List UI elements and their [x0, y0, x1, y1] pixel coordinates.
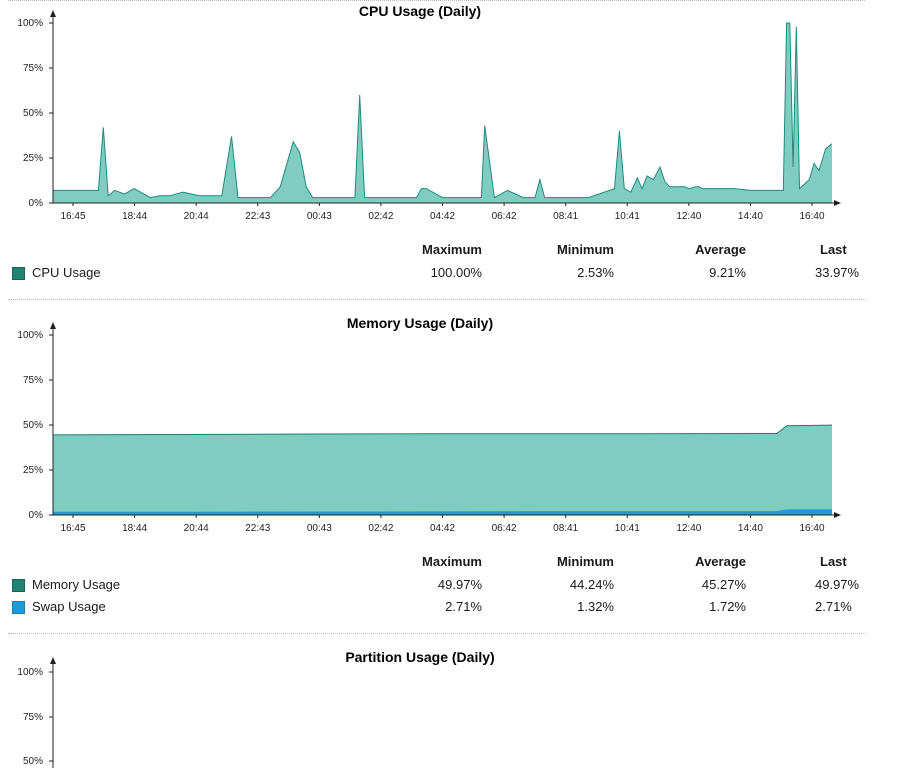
swap-last: 2.71% — [815, 599, 852, 614]
mem-xtick-label-1: 18:44 — [122, 523, 147, 534]
cpu-ytick-75: 75% — [23, 63, 43, 74]
mem-ytick-0: 0% — [29, 510, 44, 521]
cpu-maximum: 100.00% — [430, 265, 482, 280]
mem-xtick-label-6: 04:42 — [430, 523, 455, 534]
header-last: Last — [820, 554, 847, 569]
section-divider — [8, 299, 866, 300]
mem-xtick-label-2: 20:44 — [184, 523, 209, 534]
cpu-xtick-label-1: 18:44 — [122, 211, 147, 222]
cpu-xtick-label-7: 06:42 — [492, 211, 517, 222]
mem-ytick-50: 50% — [23, 420, 43, 431]
swap-maximum: 2.71% — [445, 599, 482, 614]
swap-minimum: 1.32% — [577, 599, 614, 614]
cpu-ytick-50: 50% — [23, 108, 43, 119]
mem-series-0-line — [52, 424, 833, 436]
memory-stats-header: Maximum Minimum Average Last — [0, 554, 900, 572]
mem-series-1-line — [53, 509, 832, 514]
mem-ytick-75: 75% — [23, 375, 43, 386]
mem-y-arrow — [50, 322, 56, 329]
swap-usage-swatch — [12, 601, 25, 614]
mem-xtick-label-7: 06:42 — [492, 523, 517, 534]
mem-xtick-label-12: 16:40 — [799, 523, 824, 534]
cpu-x-ticks: 16:45 18:44 20:44 22:43 00:43 02:42 04:42 06:42… — [60, 203, 825, 222]
part-ytick-75: 75% — [23, 712, 43, 723]
cpu-minimum: 2.53% — [577, 265, 614, 280]
cpu-x-arrow — [834, 200, 841, 206]
partition-chart-title: Partition Usage (Daily) — [345, 649, 494, 665]
memory-usage-row: Memory Usage 49.97% 44.24% 45.27% 49.97% — [0, 577, 900, 595]
section-divider — [8, 633, 866, 634]
header-maximum: Maximum — [422, 242, 482, 257]
cpu-xtick-label-6: 04:42 — [430, 211, 455, 222]
cpu-ytick-0: 0% — [29, 198, 44, 209]
mem-xtick-label-0: 16:45 — [60, 523, 85, 534]
mem-x-arrow — [834, 512, 841, 518]
header-maximum: Maximum — [422, 554, 482, 569]
part-ytick-100: 100% — [17, 667, 43, 678]
header-average: Average — [695, 242, 746, 257]
memory-maximum: 49.97% — [437, 577, 482, 592]
mem-xtick-label-3: 22:43 — [245, 523, 270, 534]
memory-y-ticks: 0% 25% 50% 75% 100% — [17, 330, 43, 521]
header-minimum: Minimum — [556, 242, 614, 257]
cpu-ytick-100: 100% — [17, 18, 43, 29]
header-last: Last — [820, 242, 847, 257]
mem-xtick-label-11: 14:40 — [738, 523, 763, 534]
swap-usage-row: Swap Usage 2.71% 1.32% 1.72% 2.71% — [0, 599, 900, 617]
cpu-xtick-label-10: 12:40 — [676, 211, 701, 222]
cpu-xtick-label-8: 08:41 — [553, 211, 578, 222]
cpu-series-0-line — [53, 22, 833, 199]
memory-average: 45.27% — [701, 577, 746, 592]
cpu-usage-label: CPU Usage — [32, 265, 101, 280]
cpu-plot-area — [49, 10, 841, 206]
cpu-xtick-label-2: 20:44 — [184, 211, 209, 222]
cpu-ytick-25: 25% — [23, 153, 43, 164]
cpu-xtick-label-12: 16:40 — [799, 211, 824, 222]
cpu-stats-header: Maximum Minimum Average Last — [0, 242, 900, 260]
header-average: Average — [695, 554, 746, 569]
cpu-chart-title: CPU Usage (Daily) — [359, 3, 481, 19]
memory-last: 49.97% — [815, 577, 860, 592]
cpu-usage-swatch — [12, 267, 25, 280]
mem-ytick-25: 25% — [23, 465, 43, 476]
memory-minimum: 44.24% — [569, 577, 614, 592]
cpu-xtick-label-11: 14:40 — [738, 211, 763, 222]
memory-usage-swatch — [12, 579, 25, 592]
part-ytick-50: 50% — [23, 756, 43, 767]
cpu-xtick-label-0: 16:45 — [60, 211, 85, 222]
cpu-series-0-area — [53, 23, 832, 203]
mem-xtick-label-10: 12:40 — [676, 523, 701, 534]
memory-usage-label: Memory Usage — [32, 577, 121, 592]
cpu-y-arrow — [50, 10, 56, 17]
mem-xtick-label-4: 00:43 — [307, 523, 332, 534]
partition-y-arrow — [50, 657, 56, 664]
memory-chart-title: Memory Usage (Daily) — [347, 315, 493, 331]
mem-xtick-label-5: 02:42 — [368, 523, 393, 534]
swap-average: 1.72% — [709, 599, 746, 614]
memory-plot-area — [49, 322, 841, 518]
mem-xtick-label-9: 10:41 — [615, 523, 640, 534]
cpu-usage-row: CPU Usage 100.00% 2.53% 9.21% 33.97% — [0, 265, 900, 283]
mem-series-0-area — [53, 425, 832, 515]
cpu-xtick-label-4: 00:43 — [307, 211, 332, 222]
cpu-average: 9.21% — [709, 265, 746, 280]
cpu-usage-chart: CPU Usage (Daily) 0% 25% 50% 75% 100% 16… — [8, 0, 866, 222]
header-minimum: Minimum — [556, 554, 614, 569]
mem-xtick-label-8: 08:41 — [553, 523, 578, 534]
memory-usage-chart: Memory Usage (Daily) 0% 25% 50% 75% 100%… — [17, 315, 841, 534]
cpu-xtick-label-5: 02:42 — [368, 211, 393, 222]
cpu-last: 33.97% — [815, 265, 860, 280]
mem-ytick-100: 100% — [17, 330, 43, 341]
cpu-xtick-label-3: 22:43 — [245, 211, 270, 222]
swap-usage-label: Swap Usage — [32, 599, 106, 614]
partition-usage-chart: Partition Usage (Daily) 100% 75% 50% — [17, 649, 495, 768]
cpu-xtick-label-9: 10:41 — [615, 211, 640, 222]
cpu-y-ticks: 0% 25% 50% 75% 100% — [17, 18, 43, 209]
memory-x-ticks: 16:45 18:44 20:44 22:43 00:43 02:42 04:42 06:42… — [60, 515, 825, 534]
